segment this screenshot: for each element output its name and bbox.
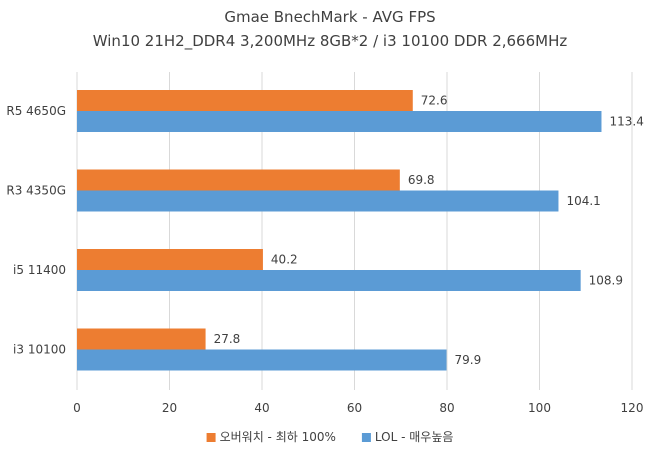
data-label: 27.8 bbox=[214, 332, 241, 346]
bar-lol bbox=[77, 350, 447, 371]
bar-chart: Gmae BnechMark - AVG FPS Win10 21H2_DDR4… bbox=[0, 0, 660, 462]
bar-overwatch bbox=[77, 170, 400, 191]
x-tick-label: 20 bbox=[162, 401, 177, 415]
data-label: 79.9 bbox=[455, 353, 482, 367]
legend-label: LOL - 매우높음 bbox=[375, 430, 454, 444]
data-label: 108.9 bbox=[589, 274, 623, 288]
data-label: 104.1 bbox=[566, 194, 600, 208]
category-label: i5 11400 bbox=[13, 263, 66, 277]
bar-overwatch bbox=[77, 90, 413, 111]
bar-lol bbox=[77, 111, 601, 132]
bar-lol bbox=[77, 270, 581, 291]
x-tick-label: 80 bbox=[439, 401, 454, 415]
legend-swatch-overwatch bbox=[207, 433, 216, 442]
x-tick-label: 120 bbox=[621, 401, 644, 415]
bar-overwatch bbox=[77, 329, 206, 350]
x-tick-label: 100 bbox=[528, 401, 551, 415]
category-label: i3 10100 bbox=[13, 343, 66, 357]
chart-container: Gmae BnechMark - AVG FPS Win10 21H2_DDR4… bbox=[0, 0, 660, 462]
chart-title: Gmae BnechMark - AVG FPS bbox=[224, 8, 435, 26]
bar-lol bbox=[77, 191, 558, 212]
data-label: 40.2 bbox=[271, 253, 298, 267]
data-label: 113.4 bbox=[609, 115, 643, 129]
data-label: 69.8 bbox=[408, 173, 435, 187]
x-tick-label: 0 bbox=[73, 401, 81, 415]
legend: 오버워치 - 최하 100% LOL - 매우높음 bbox=[207, 430, 454, 444]
chart-subtitle: Win10 21H2_DDR4 3,200MHz 8GB*2 / i3 1010… bbox=[93, 32, 568, 51]
data-label: 72.6 bbox=[421, 94, 448, 108]
legend-label: 오버워치 - 최하 100% bbox=[220, 430, 336, 444]
label-layer: 72.6 113.4 69.8 104.1 40.2 108.9 27.8 79.9 bbox=[214, 94, 644, 368]
category-label: R5 4650G bbox=[6, 104, 66, 118]
category-label: R3 4350G bbox=[6, 184, 66, 198]
bar-layer bbox=[77, 90, 601, 371]
legend-swatch-lol bbox=[362, 433, 371, 442]
bar-overwatch bbox=[77, 249, 263, 270]
x-tick-label: 40 bbox=[254, 401, 269, 415]
x-tick-label: 60 bbox=[347, 401, 362, 415]
